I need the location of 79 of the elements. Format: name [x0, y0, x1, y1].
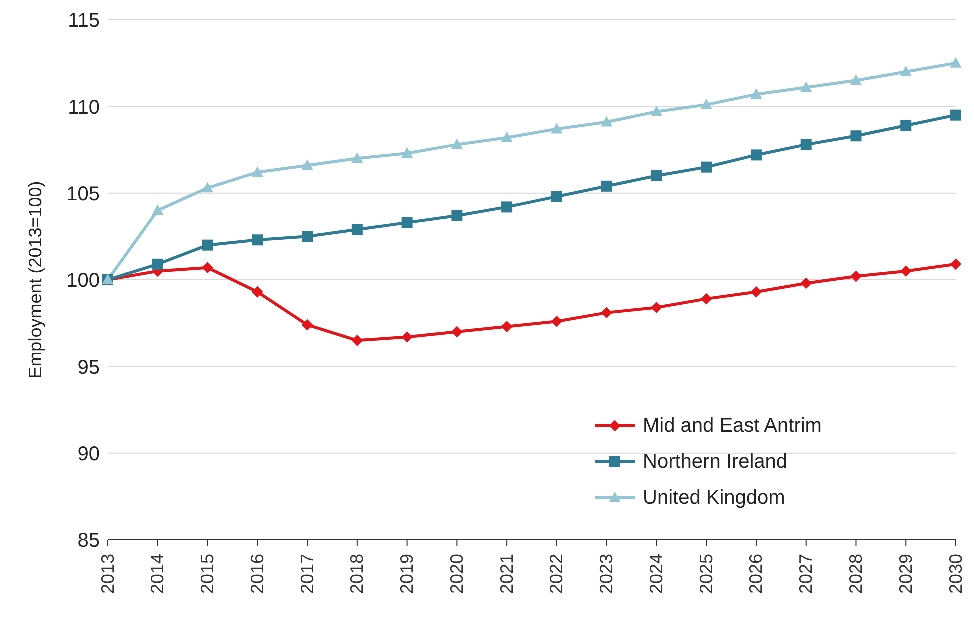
x-tick-label: 2022 — [546, 554, 567, 594]
x-tick-label: 2021 — [496, 554, 517, 594]
point — [502, 321, 513, 332]
point — [152, 205, 164, 216]
point — [452, 326, 463, 338]
point — [252, 286, 264, 298]
y-tick-label: 110 — [68, 96, 100, 119]
point — [651, 170, 662, 182]
point — [900, 266, 912, 277]
y-axis-title: Employment (2013=100) — [25, 181, 46, 379]
point — [302, 231, 314, 242]
x-tick-label: 2024 — [646, 554, 666, 594]
x-tick-label: 2029 — [896, 554, 916, 594]
point — [302, 160, 314, 170]
y-tick-label: 85 — [78, 530, 100, 552]
point — [252, 167, 264, 178]
point — [202, 182, 214, 193]
point — [402, 332, 413, 343]
point — [701, 294, 712, 305]
point — [900, 120, 912, 132]
x-tick-label: 2018 — [347, 554, 368, 594]
y-tick-label: 90 — [78, 443, 100, 466]
point — [750, 89, 762, 100]
point — [601, 116, 612, 127]
x-tick-label: 2027 — [796, 554, 816, 594]
point — [551, 316, 562, 328]
x-tick-label: 2016 — [247, 554, 268, 594]
x-tick-label: 2019 — [397, 554, 418, 594]
point — [152, 258, 164, 270]
point — [850, 130, 862, 142]
point — [402, 217, 413, 228]
legend-label: Northern Ireland — [643, 450, 788, 474]
x-tick-label: 2028 — [846, 554, 866, 594]
point — [202, 262, 214, 274]
y-tick-label: 100 — [66, 270, 100, 292]
point — [352, 335, 363, 346]
point — [750, 286, 762, 298]
point — [800, 139, 812, 150]
point — [701, 162, 712, 173]
point — [850, 75, 862, 86]
y-tick-label: 105 — [66, 183, 100, 206]
point — [701, 99, 712, 110]
x-tick-label: 2015 — [198, 554, 218, 594]
point — [900, 66, 912, 76]
x-tick-label: 2023 — [596, 554, 617, 594]
point — [402, 148, 413, 158]
point — [800, 82, 812, 92]
point — [551, 191, 562, 202]
x-tick-label: 2014 — [148, 554, 168, 594]
x-tick-label: 2013 — [98, 554, 118, 594]
point — [502, 132, 513, 142]
point — [551, 124, 562, 134]
point — [800, 278, 812, 289]
point — [601, 180, 612, 192]
point — [750, 150, 762, 161]
point — [950, 258, 962, 270]
point — [651, 106, 662, 116]
x-tick-label: 2020 — [446, 554, 467, 594]
y-tick-label: 115 — [68, 10, 100, 32]
point — [452, 210, 463, 222]
point — [252, 234, 264, 246]
legend-label: Mid and East Antrim — [643, 414, 822, 438]
point — [352, 153, 363, 164]
point — [502, 202, 513, 213]
point — [850, 271, 862, 282]
point — [950, 110, 962, 121]
x-tick-label: 2017 — [297, 554, 318, 594]
y-tick-label: 95 — [78, 356, 100, 379]
point — [651, 302, 662, 314]
x-tick-label: 2030 — [946, 554, 966, 594]
point — [202, 240, 214, 251]
point — [950, 58, 962, 68]
point — [302, 320, 314, 331]
x-tick-label: 2026 — [746, 554, 766, 594]
legend-label: United Kingdom — [643, 486, 786, 510]
point — [601, 307, 612, 318]
x-tick-label: 2025 — [696, 554, 716, 594]
point — [352, 224, 363, 236]
point — [452, 139, 463, 150]
